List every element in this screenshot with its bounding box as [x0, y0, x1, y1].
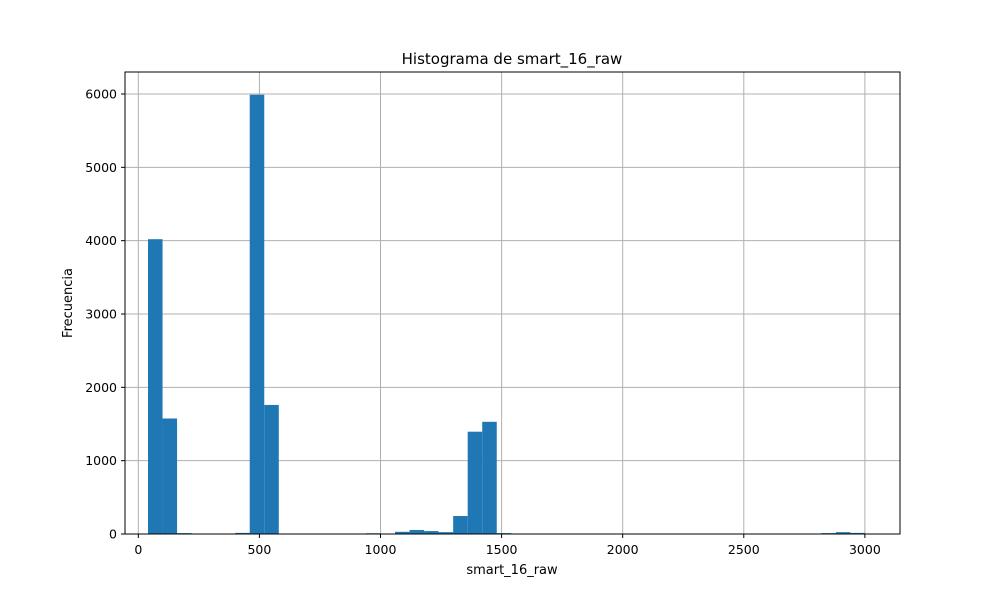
histogram-bar — [148, 239, 163, 534]
histogram-bar — [162, 418, 178, 534]
histogram-bars — [148, 94, 865, 534]
histogram-bar — [850, 532, 865, 534]
y-axis-label: Frecuencia — [61, 268, 76, 338]
y-tick-label: 4000 — [85, 233, 117, 248]
histogram-bar — [249, 94, 265, 534]
y-tick-label: 1000 — [85, 453, 117, 468]
histogram-bar — [482, 421, 497, 534]
x-tick-label: 1000 — [365, 542, 397, 557]
y-axis-ticks: 0 1000 2000 3000 4000 5000 6000 — [85, 87, 125, 542]
y-tick-label: 2000 — [85, 380, 117, 395]
x-axis-ticks: 0 500 1000 1500 2000 2500 3000 — [134, 534, 881, 557]
histogram-bar — [424, 531, 439, 534]
x-tick-label: 2500 — [728, 542, 760, 557]
y-tick-label: 3000 — [85, 307, 117, 322]
histogram-bar — [395, 531, 410, 534]
histogram-bar — [264, 404, 279, 534]
histogram-bar — [235, 532, 250, 534]
histogram-bar — [835, 532, 851, 534]
x-tick-label: 500 — [247, 542, 271, 557]
x-tick-label: 0 — [134, 542, 142, 557]
y-tick-label: 0 — [109, 527, 117, 542]
x-axis-label: smart_16_raw — [466, 563, 558, 578]
plot-frame — [124, 71, 901, 535]
chart-title: Histograma de smart_16_raw — [402, 50, 623, 69]
y-tick-label: 5000 — [85, 160, 117, 175]
x-tick-label: 3000 — [849, 542, 881, 557]
y-tick-label: 6000 — [85, 87, 117, 102]
histogram-bar — [467, 431, 483, 534]
histogram-bar — [453, 516, 468, 534]
x-tick-label: 2000 — [607, 542, 639, 557]
x-tick-label: 1500 — [486, 542, 518, 557]
histogram-bar — [438, 532, 454, 534]
histogram-bar — [409, 529, 425, 534]
